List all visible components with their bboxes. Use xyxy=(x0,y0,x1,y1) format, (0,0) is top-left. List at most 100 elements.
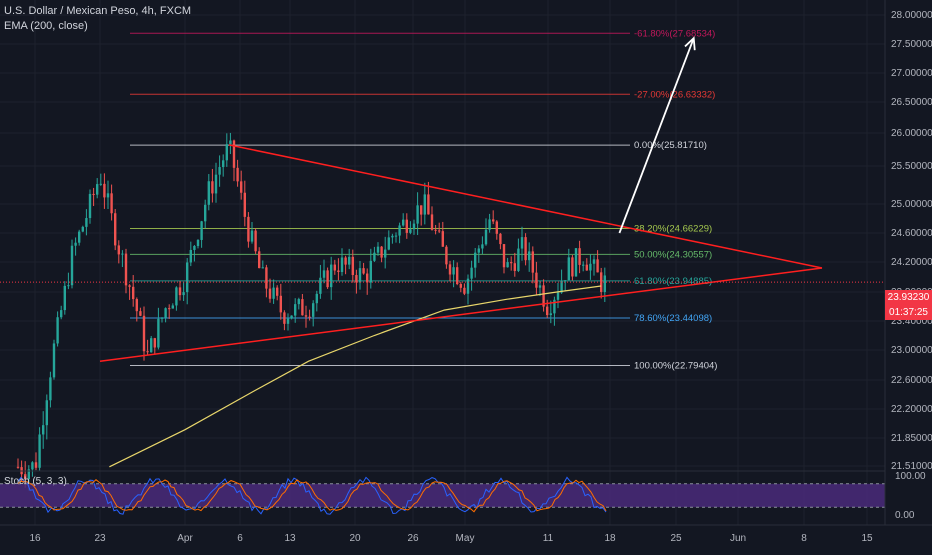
candle-body xyxy=(571,257,574,277)
candle-body xyxy=(513,263,516,271)
candle-body xyxy=(27,469,30,479)
candle-body xyxy=(78,231,81,243)
candle-body xyxy=(117,245,120,255)
candle-body xyxy=(402,219,405,226)
candle-body xyxy=(506,262,509,268)
candle-body xyxy=(448,264,452,275)
candle-body xyxy=(304,315,308,317)
candle-body xyxy=(56,317,59,344)
candle-body xyxy=(52,343,56,378)
candle-body xyxy=(474,252,477,268)
candle-body xyxy=(589,263,592,271)
candle-body xyxy=(477,248,480,253)
candle-body xyxy=(254,230,257,252)
candle-body xyxy=(546,306,549,316)
candle-body xyxy=(204,204,207,222)
candle-body xyxy=(340,257,344,272)
candle-body xyxy=(420,205,423,215)
time-tick-label: 18 xyxy=(604,533,616,544)
time-tick-label: 8 xyxy=(801,533,807,544)
fib-level-label: 38.20%(24.66229) xyxy=(634,223,712,234)
candle-body xyxy=(387,237,390,250)
candle-body xyxy=(279,295,282,313)
price-tick-label: 22.60000 xyxy=(891,375,932,386)
candle-body xyxy=(247,216,250,242)
candle-body xyxy=(250,230,254,242)
candle-body xyxy=(427,194,430,215)
candle-body xyxy=(88,193,92,219)
candle-body xyxy=(114,213,117,246)
ema-200-line xyxy=(109,285,602,468)
price-tick-label: 23.00000 xyxy=(891,345,932,356)
candle-body xyxy=(567,257,570,281)
candle-body xyxy=(560,280,563,293)
candle-body xyxy=(380,246,383,258)
candle-body xyxy=(319,277,322,294)
candle-body xyxy=(423,194,426,215)
candle-body xyxy=(272,287,275,299)
price-tick-label: 21.85000 xyxy=(891,433,932,444)
candle-body xyxy=(373,252,376,261)
candle-body xyxy=(240,181,243,193)
candle-body xyxy=(157,318,160,348)
candle-body xyxy=(492,219,495,222)
candle-body xyxy=(412,223,416,230)
candle-body xyxy=(600,272,603,292)
candle-body xyxy=(189,249,192,263)
candle-body xyxy=(391,235,394,238)
candle-body xyxy=(124,253,128,286)
candle-body xyxy=(31,462,34,470)
candle-body xyxy=(535,272,538,288)
candle-body xyxy=(330,264,333,288)
candle-body xyxy=(70,245,74,286)
time-tick-label: Apr xyxy=(177,533,193,544)
candle-body xyxy=(434,229,437,231)
stoch-k-line xyxy=(17,476,607,515)
candle-body xyxy=(121,253,124,255)
candle-body xyxy=(596,259,599,273)
candle-body xyxy=(268,288,272,299)
candle-body xyxy=(416,205,419,224)
candle-body xyxy=(294,304,297,316)
candle-body xyxy=(430,214,434,230)
time-tick-label: 26 xyxy=(407,533,419,544)
candle-body xyxy=(510,262,513,264)
candle-body xyxy=(150,338,153,353)
triangle-pattern xyxy=(99,144,823,362)
candle-body xyxy=(74,242,77,246)
candle-body xyxy=(362,268,365,274)
time-tick-label: 25 xyxy=(670,533,682,544)
candle-body xyxy=(207,181,210,205)
candle-body xyxy=(409,229,412,233)
candle-body xyxy=(358,268,362,283)
candle-body xyxy=(81,226,84,232)
candle-body xyxy=(168,308,171,310)
candle-body xyxy=(405,219,408,233)
candle-body xyxy=(38,434,41,468)
candle-body xyxy=(135,299,138,312)
candle-body xyxy=(92,193,95,195)
candle-body xyxy=(470,267,473,279)
candle-body xyxy=(585,264,588,271)
candle-body xyxy=(384,249,387,258)
ema-indicator-label[interactable]: EMA (200, close) xyxy=(4,20,88,32)
candle-body xyxy=(110,193,113,214)
candle-body xyxy=(445,246,448,265)
symbol-title[interactable]: U.S. Dollar / Mexican Peso, 4h, FXCM xyxy=(4,5,192,17)
time-tick-label: 16 xyxy=(29,533,41,544)
candle-body xyxy=(495,221,498,234)
fib-level-label: 78.60%(23.44098) xyxy=(634,313,712,324)
chart-legend: U.S. Dollar / Mexican Peso, 4h, FXCM EMA… xyxy=(4,4,191,34)
candle-body xyxy=(67,285,70,287)
candle-body xyxy=(556,292,560,300)
stoch-indicator-label[interactable]: Stoch (5, 3, 3) xyxy=(4,476,67,487)
fib-level-label: -27.00%(26.63332) xyxy=(634,89,715,100)
candle-body xyxy=(218,167,221,175)
price-tick-label: 26.50000 xyxy=(891,97,932,108)
candle-body xyxy=(574,248,578,277)
time-tick-label: 11 xyxy=(543,533,554,544)
ema-line xyxy=(109,285,602,468)
last-price-badge: 23.93230 xyxy=(885,290,932,305)
